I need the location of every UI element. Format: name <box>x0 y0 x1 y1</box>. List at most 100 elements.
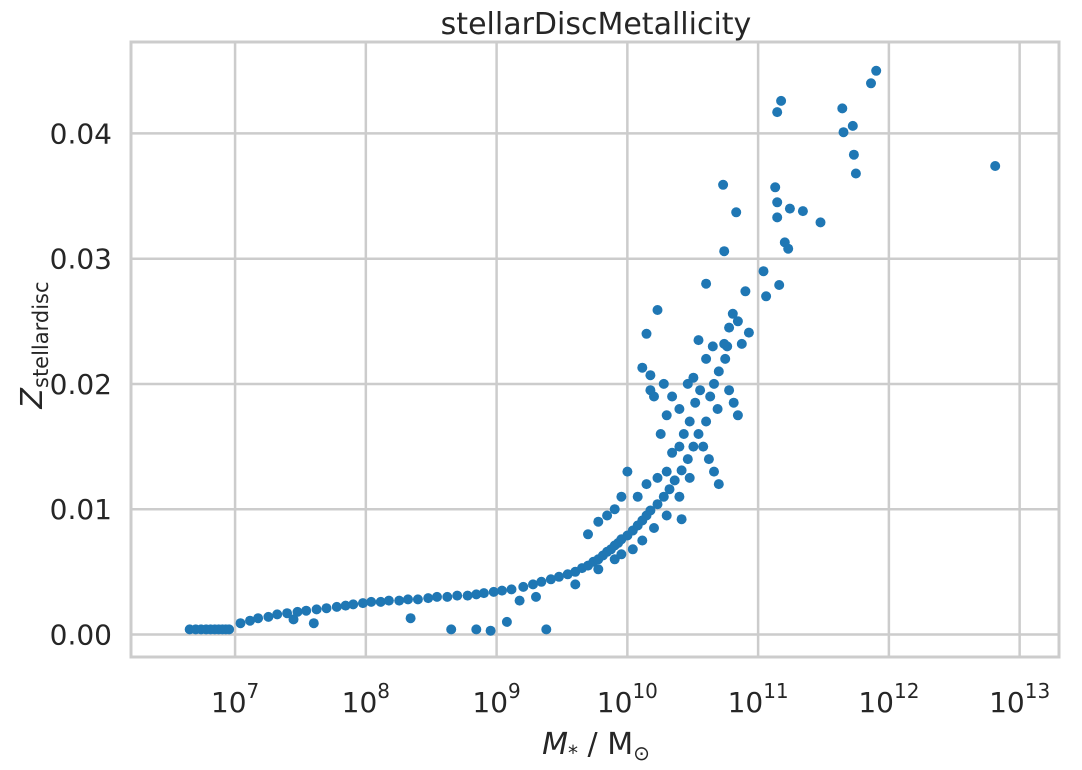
data-point <box>850 168 861 179</box>
data-point <box>452 590 463 601</box>
data-point <box>658 378 669 389</box>
data-point <box>282 608 293 619</box>
data-point <box>684 472 695 483</box>
data-point <box>423 593 434 604</box>
data-point <box>616 549 627 560</box>
data-point <box>514 595 525 606</box>
data-point <box>758 266 769 277</box>
data-point <box>674 491 685 502</box>
data-point <box>728 397 739 408</box>
x-tick-label: 1010 <box>597 679 658 719</box>
data-point <box>713 366 724 377</box>
data-point <box>528 579 538 590</box>
data-point <box>321 603 332 614</box>
y-tick-label: 0.03 <box>50 243 112 276</box>
data-point <box>797 206 808 217</box>
data-point <box>667 391 678 402</box>
data-point <box>847 120 858 131</box>
data-point <box>776 95 787 106</box>
x-tick-exponent: 9 <box>508 679 521 703</box>
data-point <box>432 591 442 602</box>
data-point <box>593 564 604 575</box>
data-point <box>774 280 785 290</box>
data-point <box>641 479 652 490</box>
y-axis-label-sub: stellardisc <box>29 281 53 388</box>
data-point <box>676 514 687 525</box>
x-tick-base: 10 <box>472 686 508 719</box>
data-point <box>331 601 342 612</box>
data-point <box>676 465 687 476</box>
data-point <box>783 243 794 254</box>
y-axis-label: Zstellardisc <box>15 281 53 409</box>
tick-labels: 107 108 109 1010 1011 1012 10130.000.010.020.0… <box>50 117 1051 719</box>
data-point <box>627 544 638 555</box>
data-point <box>652 472 663 483</box>
data-point <box>705 391 716 402</box>
x-tick-label: 1012 <box>858 679 919 719</box>
data-point <box>655 429 666 439</box>
data-point <box>678 429 689 439</box>
x-tick-base: 10 <box>728 686 764 719</box>
data-point <box>366 596 377 607</box>
data-point <box>570 579 581 590</box>
data-point <box>501 616 512 627</box>
data-point <box>990 161 1001 171</box>
data-point <box>403 594 413 605</box>
data-point <box>713 479 724 490</box>
data-point <box>682 454 693 465</box>
x-axis-label-sub: * <box>568 741 578 765</box>
data-point <box>632 491 643 502</box>
data-point <box>645 505 656 516</box>
y-tick-label: 0.00 <box>50 618 112 651</box>
x-tick-label: 107 <box>211 679 259 719</box>
data-point <box>732 316 743 327</box>
x-axis-label: M* / M⊙ <box>542 727 650 765</box>
x-tick-base: 10 <box>858 686 894 719</box>
data-point <box>784 203 795 214</box>
data-point <box>308 618 319 629</box>
data-point <box>478 588 489 599</box>
data-point <box>652 499 663 510</box>
data-point <box>609 504 620 515</box>
data-point <box>311 604 322 615</box>
x-tick-label: 109 <box>472 679 520 719</box>
data-point <box>471 624 482 635</box>
y-tick-label: 0.02 <box>50 368 112 401</box>
y-tick-label: 0.01 <box>50 493 112 526</box>
x-tick-label: 108 <box>342 679 390 719</box>
data-point <box>471 589 482 600</box>
data-point <box>703 454 714 465</box>
data-point <box>375 596 386 607</box>
data-point <box>658 491 669 502</box>
data-point <box>701 416 712 427</box>
x-tick-exponent: 13 <box>1025 679 1050 703</box>
data-point <box>743 327 754 338</box>
data-point <box>707 341 718 352</box>
data-point <box>488 586 499 597</box>
data-point <box>664 484 675 495</box>
data-point <box>531 591 541 602</box>
x-tick-base: 10 <box>989 686 1025 719</box>
data-point <box>848 149 859 160</box>
data-point <box>684 416 695 427</box>
data-point <box>719 246 730 257</box>
data-point <box>383 595 394 606</box>
data-point <box>709 378 719 389</box>
x-tick-label: 1013 <box>989 679 1050 719</box>
data-point <box>245 615 255 626</box>
data-point <box>253 613 264 624</box>
data-point <box>593 516 604 527</box>
data-point <box>462 590 473 601</box>
data-point <box>837 103 848 114</box>
data-point <box>761 291 772 302</box>
data-point <box>661 466 672 477</box>
data-point <box>724 385 735 396</box>
data-point <box>340 600 351 611</box>
data-point <box>554 571 564 582</box>
data-point <box>667 447 678 458</box>
data-point <box>701 353 712 364</box>
data-point <box>815 217 826 228</box>
data-point <box>545 574 556 585</box>
data-point <box>348 599 359 610</box>
